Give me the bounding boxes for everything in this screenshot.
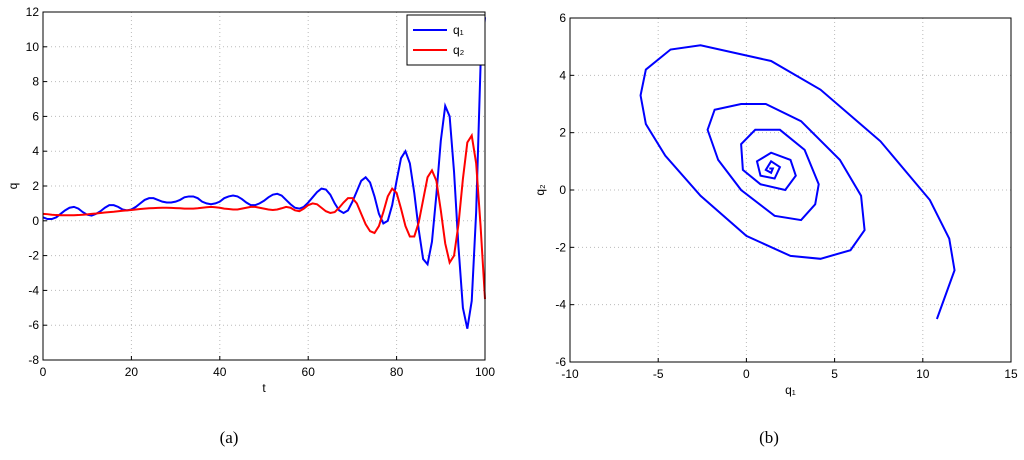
data-line [42, 17, 486, 329]
x-tick-label: 20 [125, 365, 139, 379]
y-tick-label: 0 [559, 183, 566, 197]
y-tick-label: 8 [32, 75, 39, 89]
caption: (a) [220, 428, 239, 447]
y-tick-label: -2 [555, 240, 566, 254]
y-tick-label: -6 [555, 355, 566, 369]
y-tick-label: 6 [559, 11, 566, 25]
plot-frame [42, 11, 486, 361]
y-tick-label: -6 [28, 318, 39, 332]
y-tick-label: 12 [26, 5, 40, 19]
x-tick-label: 80 [390, 365, 404, 379]
y-tick-label: 2 [559, 126, 566, 140]
legend-label: q₁ [453, 23, 464, 37]
y-axis-label: q [6, 183, 20, 190]
y-tick-label: 0 [32, 214, 39, 228]
y-tick-label: 4 [559, 68, 566, 82]
y-axis-label: q₂ [533, 184, 547, 196]
y-tick-label: -2 [28, 249, 39, 263]
y-tick-label: 6 [32, 109, 39, 123]
y-tick-label: 2 [32, 179, 39, 193]
y-tick-label: -4 [28, 283, 39, 297]
x-tick-label: 5 [831, 367, 838, 381]
legend-box [406, 14, 486, 66]
x-tick-label: -5 [653, 367, 664, 381]
x-tick-label: 15 [1004, 367, 1018, 381]
data-line [639, 44, 956, 320]
x-tick-label: 0 [40, 365, 47, 379]
x-axis-label: t [262, 381, 266, 395]
y-tick-label: -8 [28, 353, 39, 367]
caption: (b) [759, 428, 779, 447]
y-tick-label: 10 [26, 40, 40, 54]
y-tick-label: -4 [555, 298, 566, 312]
x-tick-label: 40 [213, 365, 227, 379]
x-tick-label: 100 [475, 365, 495, 379]
x-tick-label: 0 [743, 367, 750, 381]
x-tick-label: -10 [561, 367, 579, 381]
legend-label: q₂ [453, 43, 465, 57]
x-tick-label: 60 [302, 365, 316, 379]
x-axis-label: q₁ [785, 383, 796, 397]
y-tick-label: 4 [32, 144, 39, 158]
plot-frame [569, 17, 1012, 363]
data-line [42, 132, 486, 300]
x-tick-label: 10 [916, 367, 930, 381]
